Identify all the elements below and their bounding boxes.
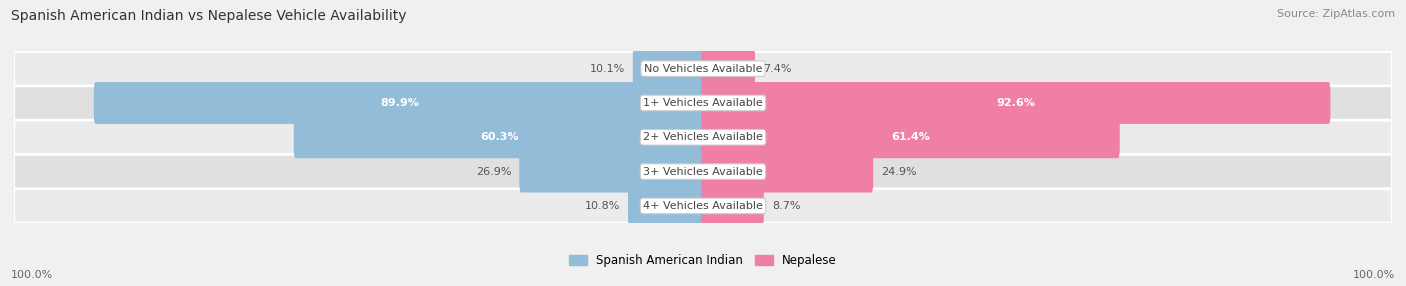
Text: 7.4%: 7.4% bbox=[763, 64, 792, 74]
FancyBboxPatch shape bbox=[519, 151, 704, 192]
Text: 24.9%: 24.9% bbox=[882, 167, 917, 176]
Text: 2+ Vehicles Available: 2+ Vehicles Available bbox=[643, 132, 763, 142]
Text: 26.9%: 26.9% bbox=[475, 167, 512, 176]
FancyBboxPatch shape bbox=[14, 155, 1392, 188]
Legend: Spanish American Indian, Nepalese: Spanish American Indian, Nepalese bbox=[564, 250, 842, 272]
FancyBboxPatch shape bbox=[94, 82, 704, 124]
FancyBboxPatch shape bbox=[702, 116, 1119, 158]
FancyBboxPatch shape bbox=[702, 82, 1330, 124]
Text: 10.1%: 10.1% bbox=[589, 64, 624, 74]
Text: No Vehicles Available: No Vehicles Available bbox=[644, 64, 762, 74]
Text: 10.8%: 10.8% bbox=[585, 201, 620, 211]
FancyBboxPatch shape bbox=[702, 151, 873, 192]
FancyBboxPatch shape bbox=[702, 185, 763, 227]
FancyBboxPatch shape bbox=[702, 48, 755, 90]
Text: Spanish American Indian vs Nepalese Vehicle Availability: Spanish American Indian vs Nepalese Vehi… bbox=[11, 9, 406, 23]
FancyBboxPatch shape bbox=[633, 48, 704, 90]
Text: 3+ Vehicles Available: 3+ Vehicles Available bbox=[643, 167, 763, 176]
FancyBboxPatch shape bbox=[294, 116, 704, 158]
Text: 60.3%: 60.3% bbox=[479, 132, 519, 142]
FancyBboxPatch shape bbox=[628, 185, 704, 227]
Text: 100.0%: 100.0% bbox=[1353, 270, 1395, 280]
Text: 1+ Vehicles Available: 1+ Vehicles Available bbox=[643, 98, 763, 108]
FancyBboxPatch shape bbox=[14, 52, 1392, 86]
Text: Source: ZipAtlas.com: Source: ZipAtlas.com bbox=[1277, 9, 1395, 19]
FancyBboxPatch shape bbox=[14, 189, 1392, 223]
Text: 89.9%: 89.9% bbox=[380, 98, 419, 108]
Text: 8.7%: 8.7% bbox=[772, 201, 800, 211]
FancyBboxPatch shape bbox=[14, 86, 1392, 120]
Text: 92.6%: 92.6% bbox=[997, 98, 1035, 108]
Text: 4+ Vehicles Available: 4+ Vehicles Available bbox=[643, 201, 763, 211]
FancyBboxPatch shape bbox=[14, 120, 1392, 154]
Text: 100.0%: 100.0% bbox=[11, 270, 53, 280]
Text: 61.4%: 61.4% bbox=[891, 132, 929, 142]
